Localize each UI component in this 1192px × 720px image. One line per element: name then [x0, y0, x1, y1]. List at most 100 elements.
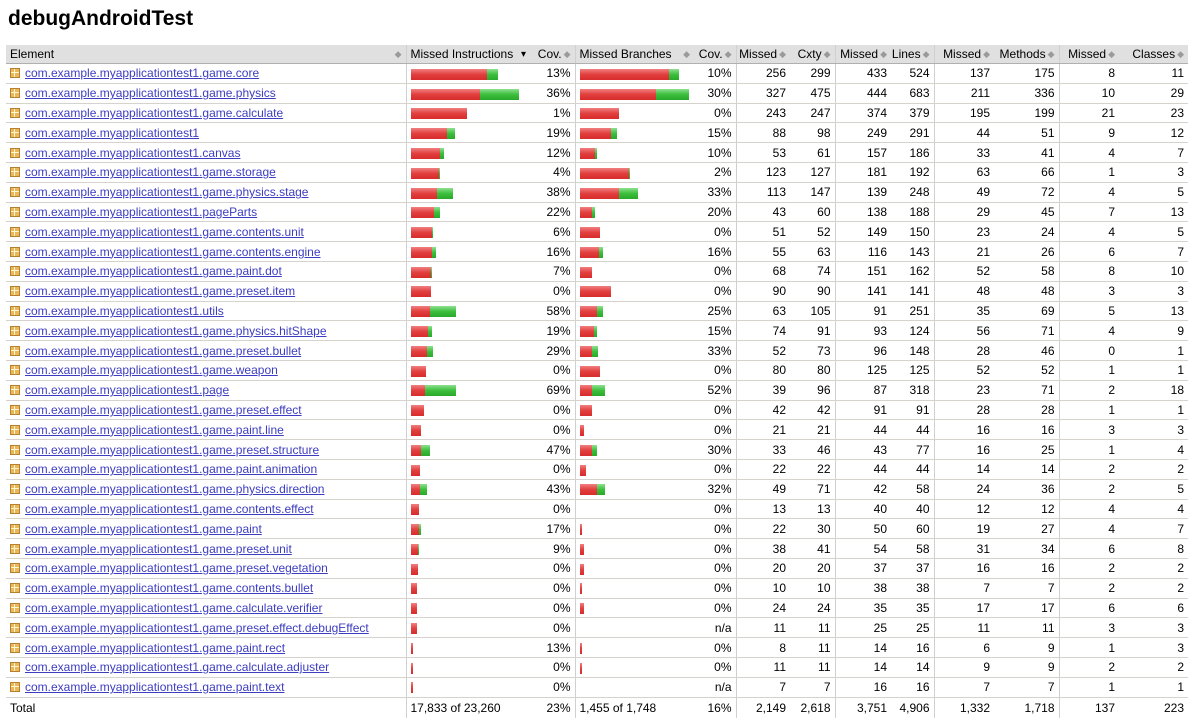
instructions-coverage: 22%: [530, 202, 575, 223]
header-missed-classes[interactable]: Missed ◆: [1058, 45, 1119, 64]
package-link[interactable]: com.example.myapplicationtest1.game.phys…: [25, 323, 327, 338]
lines: 148: [891, 340, 934, 361]
instructions-covered-bar: [419, 484, 427, 496]
package-link[interactable]: com.example.myapplicationtest1.game.phys…: [25, 482, 325, 497]
package-link[interactable]: com.example.myapplicationtest1.game.pres…: [25, 402, 302, 417]
missed-lines: 249: [834, 122, 891, 144]
header-complexity[interactable]: Cxty ◆: [790, 45, 835, 64]
instructions-coverage: 0%: [530, 281, 575, 302]
branches-bar-cell: [574, 182, 694, 203]
methods: 26: [994, 241, 1059, 262]
package-link[interactable]: com.example.myapplicationtest1.canvas: [25, 145, 241, 160]
table-row: com.example.myapplicationtest1.game.phys…: [6, 83, 1188, 104]
package-link[interactable]: com.example.myapplicationtest1.game.pres…: [25, 561, 328, 576]
table-row: com.example.myapplicationtest1.game.cont…: [6, 499, 1188, 520]
header-missed-branches[interactable]: Missed Branches ◆: [574, 45, 694, 64]
package-link[interactable]: com.example.myapplicationtest1.game.phys…: [25, 86, 276, 101]
branches-missed-bar: [579, 286, 611, 298]
branches-coverage: 0%: [694, 400, 736, 421]
branches-bar-cell: [574, 637, 694, 658]
branches-bar-cell: [574, 360, 694, 381]
branches-coverage: 30%: [694, 439, 736, 460]
missed-methods: 28: [933, 340, 994, 361]
branches-missed-bar: [579, 306, 597, 318]
package-link[interactable]: com.example.myapplicationtest1.pageParts: [25, 204, 258, 219]
methods: 175: [994, 63, 1059, 84]
missed-complexity: 49: [735, 479, 790, 500]
package-link[interactable]: com.example.myapplicationtest1.game.pres…: [25, 343, 302, 358]
package-link[interactable]: com.example.myapplicationtest1.game.pain…: [25, 264, 282, 279]
instructions-coverage: 9%: [530, 538, 575, 559]
header-missed-lines[interactable]: Missed ◆: [834, 45, 891, 64]
branches-bar-cell: [574, 538, 694, 559]
branches-coverage: 10%: [694, 142, 736, 163]
header-classes-label: Classes: [1132, 47, 1176, 61]
missed-classes: 3: [1058, 419, 1119, 441]
package-link[interactable]: com.example.myapplicationtest1.game.cont…: [25, 581, 314, 596]
package-link[interactable]: com.example.myapplicationtest1.game.pres…: [25, 284, 296, 299]
header-missed-instructions[interactable]: Missed Instructions ▾: [405, 45, 530, 64]
package-link[interactable]: com.example.myapplicationtest1.game.pain…: [25, 521, 262, 536]
header-missed-methods[interactable]: Missed ◆: [933, 45, 994, 64]
package-link[interactable]: com.example.myapplicationtest1.game.pres…: [25, 442, 320, 457]
package-link[interactable]: com.example.myapplicationtest1.game.weap…: [25, 363, 278, 378]
header-lines[interactable]: Lines ◆: [891, 45, 934, 64]
table-row: com.example.myapplicationtest1.game.calc…: [6, 657, 1188, 678]
header-methods[interactable]: Methods ◆: [994, 45, 1059, 64]
branches-covered-bar: [668, 68, 679, 80]
classes: 13: [1119, 202, 1188, 223]
package-link[interactable]: com.example.myapplicationtest1.game.pain…: [25, 422, 284, 437]
header-missed-complexity-label: Missed: [739, 47, 778, 61]
element-cell: com.example.myapplicationtest1.game.pain…: [6, 518, 406, 540]
package-icon: [10, 286, 20, 297]
element-cell: com.example.myapplicationtest1.canvas: [6, 142, 406, 163]
classes: 5: [1119, 182, 1188, 203]
missed-classes: 4: [1058, 499, 1119, 520]
package-link[interactable]: com.example.myapplicationtest1.game.pres…: [25, 541, 292, 556]
complexity: 11: [790, 657, 835, 678]
package-link[interactable]: com.example.myapplicationtest1.game.phys…: [25, 185, 309, 200]
package-link[interactable]: com.example.myapplicationtest1.game.calc…: [25, 105, 284, 120]
header-element[interactable]: Element ◆: [6, 45, 406, 64]
package-link[interactable]: com.example.myapplicationtest1.page: [25, 383, 230, 398]
missed-classes: 2: [1058, 380, 1119, 401]
branches-missed-bar: [579, 246, 599, 258]
package-link[interactable]: com.example.myapplicationtest1.game.cont…: [25, 224, 304, 239]
missed-complexity: 20: [735, 558, 790, 579]
missed-classes: 2: [1058, 558, 1119, 579]
branches-missed-bar: [579, 108, 619, 120]
package-link[interactable]: com.example.myapplicationtest1.game.cont…: [25, 244, 321, 259]
instructions-covered-bar: [430, 266, 432, 278]
header-instructions-coverage[interactable]: Cov. ◆: [530, 45, 575, 64]
package-link[interactable]: com.example.myapplicationtest1.game.calc…: [25, 600, 323, 615]
package-link[interactable]: com.example.myapplicationtest1.game.pain…: [25, 680, 285, 695]
package-link[interactable]: com.example.myapplicationtest1.game.core: [25, 66, 260, 81]
missed-complexity: 88: [735, 122, 790, 144]
complexity: 74: [790, 261, 835, 282]
header-lines-label: Lines: [891, 47, 921, 61]
header-branches-coverage[interactable]: Cov. ◆: [694, 45, 736, 64]
missed-lines: 42: [834, 479, 891, 500]
package-icon: [10, 68, 20, 79]
package-link[interactable]: com.example.myapplicationtest1.game.pres…: [25, 620, 369, 635]
header-missed-complexity[interactable]: Missed ◆: [735, 45, 790, 64]
package-link[interactable]: com.example.myapplicationtest1.game.cont…: [25, 501, 314, 516]
sort-down-icon: ▾: [520, 48, 526, 60]
missed-methods: 52: [933, 261, 994, 282]
missed-methods: 31: [933, 538, 994, 559]
package-link[interactable]: com.example.myapplicationtest1: [25, 125, 200, 140]
package-link[interactable]: com.example.myapplicationtest1.game.calc…: [25, 660, 330, 675]
table-row: com.example.myapplicationtest1.game.pres…: [6, 558, 1188, 579]
package-link[interactable]: com.example.myapplicationtest1.utils: [25, 303, 224, 318]
header-classes[interactable]: Classes ◆: [1119, 45, 1188, 64]
package-link[interactable]: com.example.myapplicationtest1.game.pain…: [25, 462, 318, 477]
package-link[interactable]: com.example.myapplicationtest1.game.stor…: [25, 165, 276, 180]
instructions-coverage: 29%: [530, 340, 575, 361]
branches-covered-bar: [596, 306, 603, 318]
missed-complexity: 7: [735, 677, 790, 698]
lines: 58: [891, 479, 934, 500]
total-branches-coverage: 16%: [694, 696, 736, 718]
branches-missed-bar: [579, 147, 595, 159]
missed-methods: 16: [933, 419, 994, 441]
package-link[interactable]: com.example.myapplicationtest1.game.pain…: [25, 640, 286, 655]
